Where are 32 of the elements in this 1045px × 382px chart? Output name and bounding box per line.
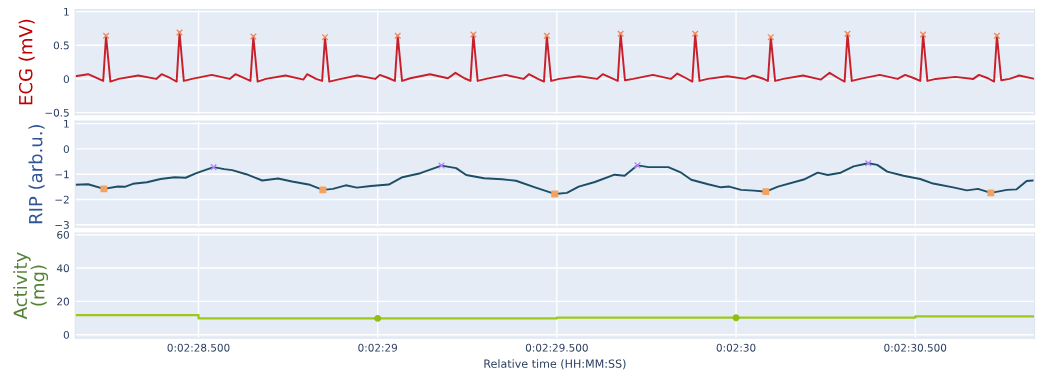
- y-tick-label: −1: [55, 170, 69, 179]
- point: [210, 163, 218, 171]
- y-tick-label: 60: [57, 230, 69, 239]
- y-tick-label: 0: [63, 75, 69, 84]
- point: [438, 162, 445, 170]
- y-axis-title: Activity (mg): [13, 252, 49, 320]
- x-axis-title: Relative time (HH:MM:SS): [484, 359, 626, 370]
- x-tick-label: 0:02:29.500: [525, 343, 588, 352]
- x-tick-label: 0:02:28.500: [167, 343, 230, 352]
- y-tick-label: 40: [56, 264, 69, 273]
- y-tick-label: −3: [55, 220, 69, 229]
- x-tick-label: 0:02:29: [358, 343, 398, 352]
- y-tick-label: 0.5: [53, 41, 69, 50]
- point: [864, 159, 872, 167]
- y-tick-label: 1: [64, 119, 69, 128]
- y-tick-label: −2: [55, 195, 69, 204]
- point: [551, 190, 559, 198]
- y-tick-label: −0.5: [45, 108, 69, 117]
- point: [634, 161, 641, 169]
- y-tick-label: 20: [57, 297, 69, 306]
- y-axis-title: RIP (arb.u.): [28, 125, 45, 224]
- y-tick-label: 0: [63, 145, 69, 154]
- line-series: [75, 31, 1035, 83]
- y-tick-label: 0: [63, 330, 69, 339]
- x-tick-label: 0:02:30.500: [884, 343, 947, 352]
- point: [762, 188, 770, 196]
- y-axis-title: ECG (mV): [18, 19, 35, 105]
- point: [100, 185, 108, 193]
- x-tick-label: 0:02:30: [716, 343, 756, 352]
- point: [319, 186, 327, 194]
- y-tick-label: 1: [64, 7, 69, 16]
- point: [987, 189, 995, 197]
